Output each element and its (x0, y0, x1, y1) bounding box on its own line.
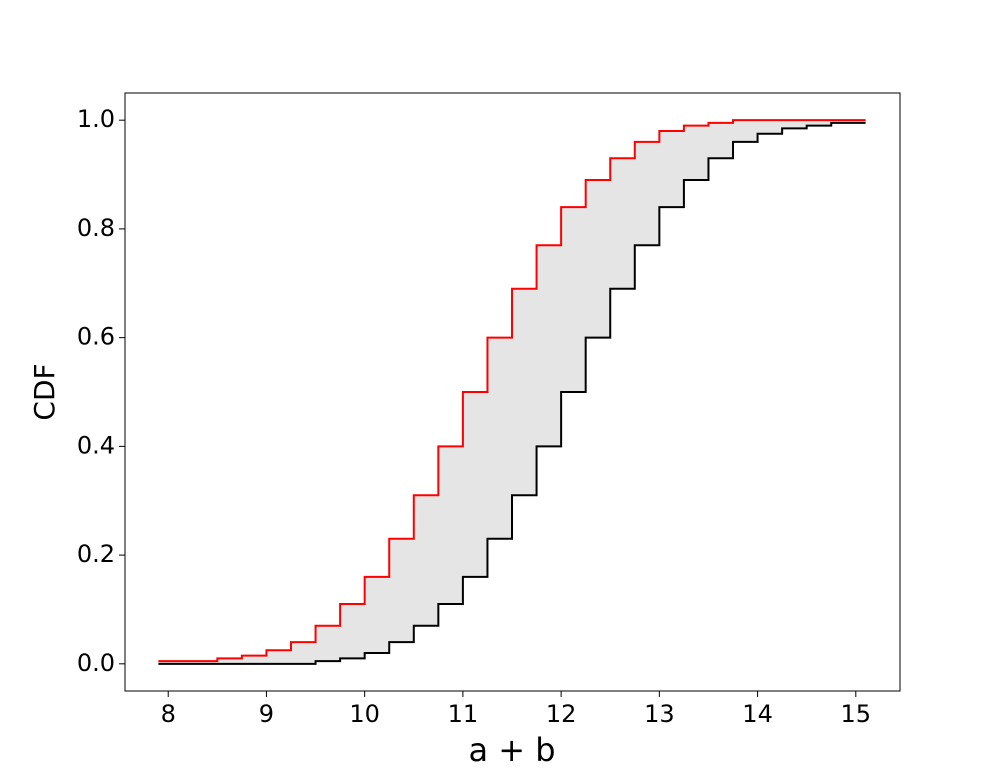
plot-frame (124, 92, 901, 692)
x-tick-label: 9 (259, 700, 274, 728)
y-tick-label: 0.6 (77, 323, 115, 351)
y-tick-label: 0.0 (77, 649, 115, 677)
band-fill (158, 120, 866, 664)
x-tick-label: 8 (161, 700, 176, 728)
cdf-step-line (158, 121, 866, 665)
x-tick-label: 13 (644, 700, 675, 728)
x-tick-label: 15 (841, 700, 872, 728)
x-tick-label: 11 (448, 700, 479, 728)
y-tick-label: 1.0 (77, 105, 115, 133)
cdf-step-line (158, 119, 866, 663)
x-tick-label: 14 (742, 700, 773, 728)
y-tick-label: 0.2 (77, 540, 115, 568)
y-axis-label: CDF (28, 363, 61, 420)
y-tick-label: 0.4 (77, 431, 115, 459)
y-tick-label: 0.8 (77, 214, 115, 242)
x-tick-label: 12 (546, 700, 577, 728)
x-axis-label: a + b (468, 731, 555, 769)
x-tick-label: 10 (349, 700, 380, 728)
